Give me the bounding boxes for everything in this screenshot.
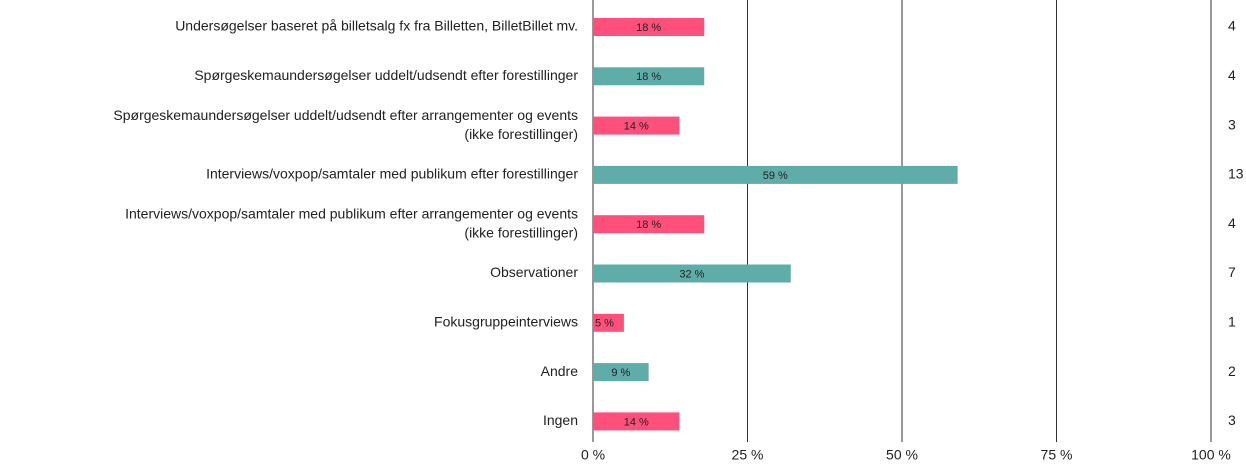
- category-label: Ingen: [543, 412, 578, 428]
- bar: [593, 165, 958, 184]
- bar: [593, 412, 680, 431]
- x-tick-label: 50 %: [886, 447, 918, 463]
- bar: [593, 363, 649, 382]
- count-label: 13: [1228, 166, 1244, 182]
- category-label: Undersøgelser baseret på billetsalg fx f…: [175, 18, 578, 34]
- category-label: Observationer: [490, 264, 578, 280]
- bar: [593, 18, 705, 36]
- value-label: 59 %: [763, 170, 788, 182]
- category-label: Interviews/voxpop/samtaler med publikum …: [206, 166, 578, 182]
- count-label: 3: [1228, 116, 1236, 132]
- count-label: 3: [1228, 412, 1236, 428]
- count-label: 7: [1228, 264, 1236, 280]
- value-label: 18 %: [636, 71, 661, 83]
- bar: [593, 264, 791, 283]
- value-label: 32 %: [679, 268, 704, 280]
- bar: [593, 313, 624, 332]
- count-label: 4: [1228, 67, 1236, 83]
- count-label: 1: [1228, 314, 1236, 330]
- category-label: Spørgeskemaundersøgelser uddelt/udsendt …: [194, 67, 578, 83]
- value-label: 18 %: [636, 219, 661, 231]
- count-label: 4: [1228, 18, 1236, 34]
- category-label: Fokusgruppeinterviews: [434, 314, 578, 330]
- count-label: 4: [1228, 215, 1236, 231]
- count-label: 2: [1228, 363, 1236, 379]
- value-label: 14 %: [624, 416, 649, 428]
- x-tick-label: 0 %: [581, 447, 605, 463]
- category-label: (ikke forestillinger): [464, 126, 578, 142]
- value-label: 5 %: [595, 318, 614, 330]
- category-label: Andre: [541, 363, 579, 379]
- x-tick-label: 75 %: [1041, 447, 1073, 463]
- bar: [593, 67, 705, 86]
- x-tick-label: 100 %: [1191, 447, 1231, 463]
- value-label: 18 %: [636, 22, 661, 34]
- bar: [593, 116, 680, 135]
- value-label: 9 %: [611, 367, 630, 379]
- x-tick-label: 25 %: [732, 447, 764, 463]
- category-label: Interviews/voxpop/samtaler med publikum …: [125, 205, 578, 221]
- value-label: 14 %: [624, 121, 649, 133]
- category-label: (ikke forestillinger): [464, 224, 578, 240]
- bar: [593, 215, 705, 234]
- category-label: Spørgeskemaundersøgelser uddelt/udsendt …: [113, 107, 578, 123]
